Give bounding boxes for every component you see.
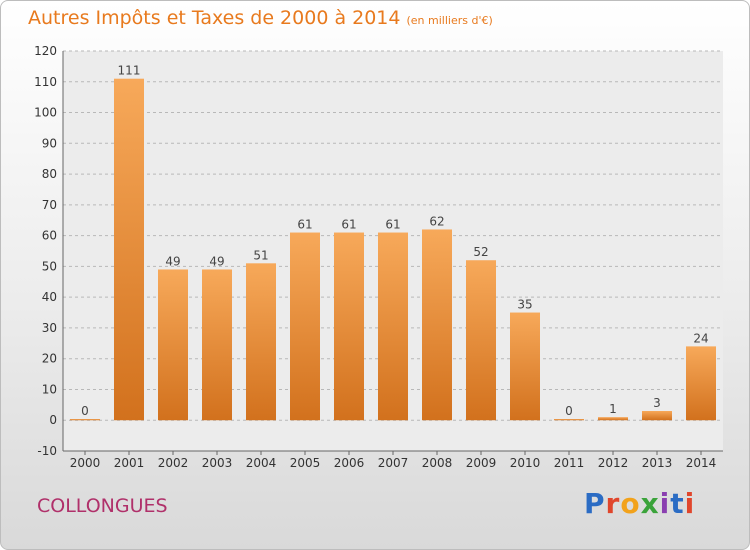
bar — [466, 260, 496, 421]
bar — [70, 419, 100, 421]
bar-value-label: 49 — [209, 254, 224, 268]
x-tick-label: 2009 — [466, 456, 497, 470]
x-tick-label: 2004 — [246, 456, 277, 470]
bar-value-label: 24 — [693, 331, 708, 345]
x-tick-label: 2014 — [686, 456, 717, 470]
bar-value-label: 3 — [653, 396, 661, 410]
bar — [158, 269, 188, 421]
bar — [642, 411, 672, 421]
y-tick-label: -10 — [37, 444, 57, 458]
x-tick-label: 2013 — [642, 456, 673, 470]
y-tick-label: 110 — [34, 75, 57, 89]
bar — [378, 232, 408, 421]
y-tick-label: 10 — [42, 382, 57, 396]
bar-value-label: 0 — [565, 404, 573, 418]
y-tick-label: 0 — [49, 413, 57, 427]
x-tick-label: 2006 — [334, 456, 365, 470]
x-tick-label: 2003 — [202, 456, 233, 470]
y-tick-label: 90 — [42, 136, 57, 150]
bar — [686, 346, 716, 421]
y-tick-label: 40 — [42, 290, 57, 304]
chart-title: Autres Impôts et Taxes de 2000 à 2014 (en… — [28, 7, 493, 29]
bar-value-label: 35 — [517, 298, 532, 312]
y-tick-label: 20 — [42, 352, 57, 366]
y-tick-label: 100 — [34, 106, 57, 120]
bar-value-label: 51 — [253, 248, 268, 262]
x-tick-label: 2002 — [158, 456, 189, 470]
brand-logo: Proxiti — [584, 487, 696, 520]
bar-value-label: 61 — [385, 218, 400, 232]
bar-value-label: 111 — [118, 64, 141, 78]
bar — [246, 263, 276, 421]
bar — [202, 269, 232, 421]
x-tick-label: 2010 — [510, 456, 541, 470]
y-tick-label: 70 — [42, 198, 57, 212]
bar — [554, 419, 584, 421]
bar — [334, 232, 364, 421]
bar-value-label: 52 — [473, 245, 488, 259]
x-tick-label: 2000 — [70, 456, 101, 470]
x-tick-label: 2001 — [114, 456, 145, 470]
bar-value-label: 1 — [609, 402, 617, 416]
bar-value-label: 0 — [81, 404, 89, 418]
x-tick-label: 2008 — [422, 456, 453, 470]
bar — [510, 312, 540, 421]
bar-value-label: 61 — [341, 218, 356, 232]
bar — [290, 232, 320, 421]
bar — [598, 417, 628, 421]
x-tick-label: 2007 — [378, 456, 409, 470]
chart-title-unit: (en milliers d'€) — [406, 14, 493, 27]
bar-value-label: 62 — [429, 214, 444, 228]
bar — [114, 78, 144, 421]
x-tick-label: 2011 — [554, 456, 585, 470]
chart-title-text: Autres Impôts et Taxes de 2000 à 2014 — [28, 7, 401, 29]
bar — [422, 229, 452, 421]
town-name: COLLONGUES — [37, 495, 168, 517]
bar-value-label: 49 — [165, 254, 180, 268]
x-tick-label: 2012 — [598, 456, 629, 470]
y-tick-label: 60 — [42, 229, 57, 243]
x-tick-label: 2005 — [290, 456, 321, 470]
y-tick-label: 30 — [42, 321, 57, 335]
y-tick-label: 80 — [42, 167, 57, 181]
bar-value-label: 61 — [297, 218, 312, 232]
y-tick-label: 50 — [42, 259, 57, 273]
y-tick-label: 120 — [34, 44, 57, 58]
